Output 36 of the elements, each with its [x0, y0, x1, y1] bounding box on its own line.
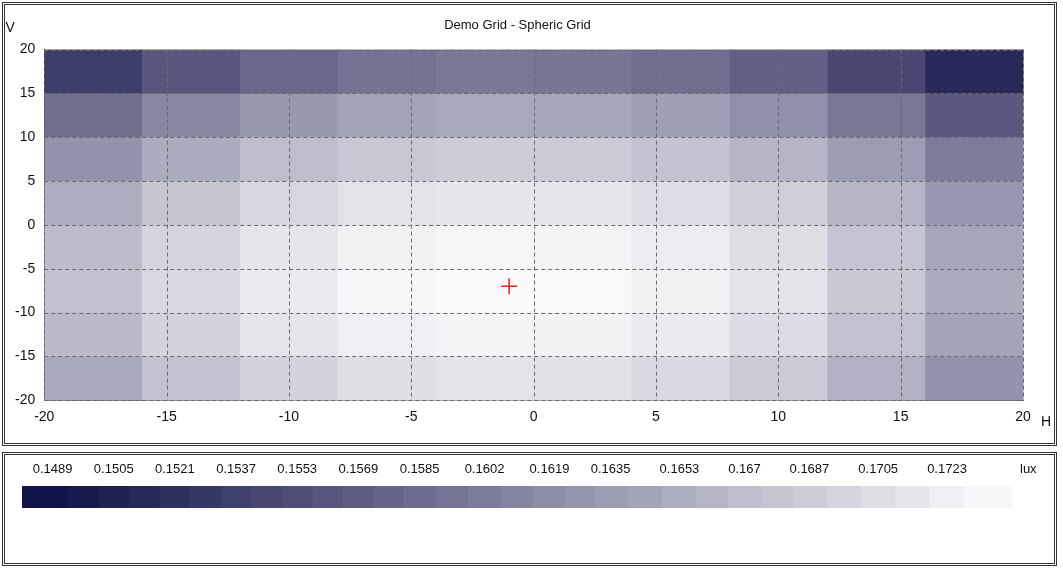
- y-tick-label: -20: [15, 391, 36, 408]
- color-bar-label: 0.1489: [32, 460, 73, 476]
- x-axis-title: H: [1041, 413, 1052, 430]
- x-tick-label: 20: [1015, 408, 1031, 425]
- color-bar-label: 0.1723: [927, 460, 967, 476]
- x-tick-label: -10: [278, 408, 300, 425]
- x-tick-label: -5: [405, 408, 418, 425]
- chart-title: Demo Grid - Spheric Grid: [444, 17, 591, 33]
- x-tick-label: 0: [529, 408, 538, 425]
- color-bar-label: 0.1705: [858, 460, 899, 476]
- y-tick-label: -15: [15, 347, 36, 364]
- y-tick-label: 20: [19, 40, 36, 57]
- x-tick-label: -15: [156, 408, 177, 425]
- x-tick-label: 10: [770, 408, 787, 425]
- color-bar-label: 0.1537: [216, 460, 256, 476]
- color-bar-label: 0.1687: [789, 460, 830, 476]
- color-bar-label: 0.1553: [277, 460, 318, 476]
- color-bar-label: 0.1585: [399, 460, 440, 476]
- color-bar-label: 0.167: [728, 460, 761, 476]
- y-tick-label: 0: [27, 215, 36, 232]
- y-tick-label: 15: [19, 84, 36, 101]
- color-bar-label: 0.1569: [338, 460, 379, 476]
- y-tick-label: 10: [19, 128, 36, 145]
- y-tick-label: -5: [22, 259, 36, 276]
- color-bar-label: 0.1602: [464, 460, 505, 476]
- color-bar-label: 0.1505: [93, 460, 134, 476]
- y-axis-title: V: [5, 18, 16, 35]
- color-bar-title: lux: [1020, 460, 1038, 476]
- x-tick-label: 5: [652, 408, 661, 425]
- y-tick-label: -10: [15, 303, 36, 320]
- color-bar-label: 0.1521: [155, 460, 195, 476]
- x-tick-label: 15: [892, 408, 909, 425]
- color-bar-label: 0.1635: [590, 460, 631, 476]
- color-bar-label: 0.1653: [659, 460, 700, 476]
- color-bar-label: 0.1619: [529, 460, 570, 476]
- y-tick-label: 5: [27, 171, 36, 188]
